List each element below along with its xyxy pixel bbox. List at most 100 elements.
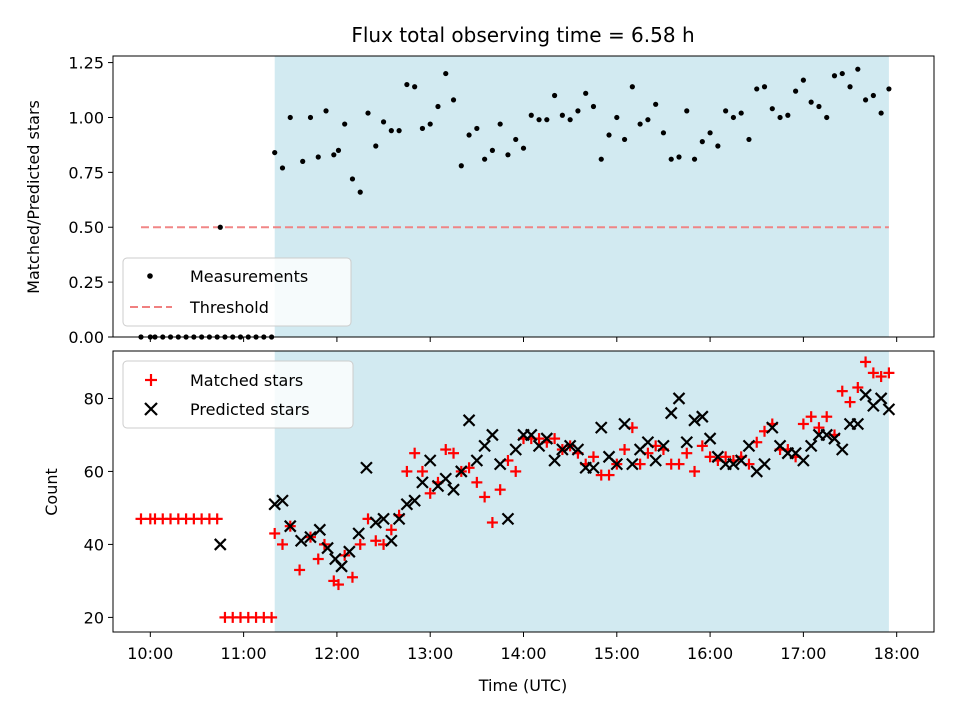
predicted-star-point [439, 472, 453, 486]
measurement-point [606, 132, 612, 138]
x-axis-label: Time (UTC) [478, 676, 567, 695]
matched-star-point [852, 381, 864, 393]
measurement-point [614, 114, 620, 121]
predicted-star-point [649, 454, 662, 467]
measurement-point [862, 97, 869, 103]
predicted-star-point [470, 454, 484, 467]
predicted-star-point [501, 512, 515, 526]
measurement-point [315, 154, 321, 160]
matched-star-point [312, 553, 324, 565]
predicted-star-point [835, 443, 849, 456]
measurement-point [761, 84, 768, 90]
matched-star-point [370, 535, 382, 547]
matched-star-point [385, 524, 397, 536]
legend-matched-label: Matched stars [190, 371, 303, 390]
measurement-point [536, 117, 542, 123]
legend-matched-marker [145, 374, 157, 386]
bottom-legend: Matched stars Predicted stars [122, 360, 354, 429]
predicted-star-point [766, 421, 779, 434]
measurement-point [520, 145, 527, 151]
matched-star-point [332, 579, 344, 591]
measurement-point [668, 156, 674, 162]
top-legend-box [122, 257, 352, 327]
predicted-star-point [556, 443, 569, 456]
measurement-point [653, 101, 659, 107]
matched-star-point [860, 356, 872, 368]
measurement-point [831, 73, 838, 79]
measurement-point [800, 77, 806, 83]
predicted-star-point [672, 392, 686, 405]
predicted-star-point [400, 497, 414, 511]
predicted-star-point [696, 410, 709, 423]
legend-measurements-marker [147, 273, 153, 279]
measurement-point [808, 99, 814, 105]
measurement-point [855, 66, 861, 72]
y-tick-label: 1.00 [68, 108, 104, 127]
matched-star-point [821, 411, 833, 423]
measurement-point [691, 156, 698, 162]
measurement-point [474, 125, 480, 132]
matched-star-point [549, 433, 561, 445]
top-legend: Measurements Threshold [122, 257, 352, 327]
legend-measurements-label: Measurements [190, 267, 308, 286]
predicted-star-point [734, 454, 748, 467]
matched-star-point [266, 611, 278, 623]
predicted-star-point [610, 457, 624, 471]
bottom-legend-box [122, 360, 354, 429]
y-tick-label: 0.00 [68, 328, 104, 347]
measurement-point [450, 97, 457, 103]
measurement-point [513, 136, 519, 143]
top-panel: 0.00 0.25 0.50 0.75 1.00 1.25 Matched/Predict… [24, 54, 935, 347]
top-shaded-region [274, 56, 889, 337]
matched-star-point [844, 396, 856, 408]
matched-star-point [673, 458, 685, 470]
matched-star-point [471, 476, 483, 488]
measurement-point [746, 136, 752, 143]
x-tick-label: 12:00 [314, 644, 360, 663]
predicted-star-point [214, 538, 227, 551]
matched-star-point [448, 447, 460, 459]
predicted-star-point [283, 519, 297, 533]
x-tick-label: 13:00 [407, 644, 453, 663]
matched-star-point [276, 538, 288, 550]
measurement-point [559, 112, 565, 118]
top-y-axis-label: Matched/Predicted stars [24, 100, 43, 294]
legend-predicted-label: Predicted stars [190, 400, 310, 419]
measurement-point [373, 143, 379, 149]
legend-predicted-marker [144, 402, 158, 416]
matched-star-point [486, 517, 498, 529]
predicted-star-point [703, 432, 717, 445]
measurement-point [824, 114, 830, 121]
predicted-star-point [626, 457, 639, 471]
predicted-star-point [509, 443, 523, 456]
y-tick-label: 1.25 [68, 54, 104, 73]
y-tick-label: 0.50 [68, 218, 104, 237]
matched-star-point [510, 465, 522, 477]
predicted-star-point [304, 530, 317, 544]
measurement-point [660, 130, 667, 136]
matched-star-point [720, 451, 732, 463]
predicted-star-point [294, 534, 308, 548]
predicted-star-point [882, 403, 896, 416]
measurement-point [870, 92, 876, 99]
predicted-star-point [820, 428, 833, 442]
predicted-star-point [343, 545, 356, 558]
predicted-star-point [385, 534, 398, 548]
predicted-star-point [377, 512, 390, 526]
predicted-star-point [571, 443, 585, 456]
predicted-star-point [587, 461, 600, 475]
measurement-point [443, 70, 449, 77]
measurement-point [419, 125, 426, 132]
predicted-star-point [804, 439, 818, 453]
matched-star-point [424, 487, 436, 499]
matched-star-point [813, 422, 825, 434]
predicted-star-point [369, 516, 383, 529]
matched-star-point [836, 385, 848, 397]
predicted-star-point [742, 439, 756, 453]
predicted-star-point [524, 428, 538, 442]
measurement-point [645, 117, 651, 123]
x-tick-label: 18:00 [874, 644, 920, 663]
matched-star-point [797, 418, 809, 430]
predicted-star-point [828, 432, 841, 445]
measurement-point [458, 163, 464, 169]
